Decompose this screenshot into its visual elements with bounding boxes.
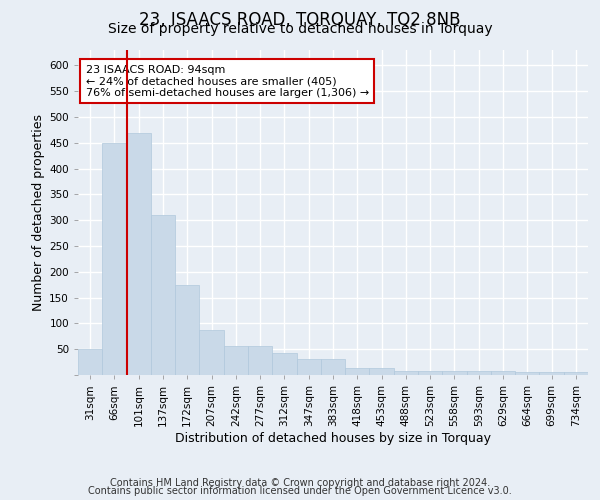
Y-axis label: Number of detached properties: Number of detached properties — [32, 114, 45, 311]
Bar — [296, 359, 321, 375]
Bar — [394, 371, 418, 375]
Bar — [539, 372, 564, 375]
Text: Contains HM Land Registry data © Crown copyright and database right 2024.: Contains HM Land Registry data © Crown c… — [110, 478, 490, 488]
X-axis label: Distribution of detached houses by size in Torquay: Distribution of detached houses by size … — [175, 432, 491, 444]
Text: 23 ISAACS ROAD: 94sqm
← 24% of detached houses are smaller (405)
76% of semi-det: 23 ISAACS ROAD: 94sqm ← 24% of detached … — [86, 64, 369, 98]
Bar — [175, 284, 199, 375]
Bar — [151, 215, 175, 375]
Bar — [370, 368, 394, 375]
Bar — [442, 371, 467, 375]
Bar — [102, 143, 127, 375]
Bar — [345, 368, 370, 375]
Bar — [321, 359, 345, 375]
Bar — [248, 346, 272, 375]
Bar — [272, 353, 296, 375]
Bar — [78, 349, 102, 375]
Bar — [467, 371, 491, 375]
Bar — [564, 372, 588, 375]
Bar — [224, 346, 248, 375]
Text: Size of property relative to detached houses in Torquay: Size of property relative to detached ho… — [107, 22, 493, 36]
Bar — [491, 371, 515, 375]
Bar — [515, 372, 539, 375]
Bar — [199, 330, 224, 375]
Bar — [127, 132, 151, 375]
Text: Contains public sector information licensed under the Open Government Licence v3: Contains public sector information licen… — [88, 486, 512, 496]
Text: 23, ISAACS ROAD, TORQUAY, TQ2 8NB: 23, ISAACS ROAD, TORQUAY, TQ2 8NB — [139, 11, 461, 29]
Bar — [418, 371, 442, 375]
